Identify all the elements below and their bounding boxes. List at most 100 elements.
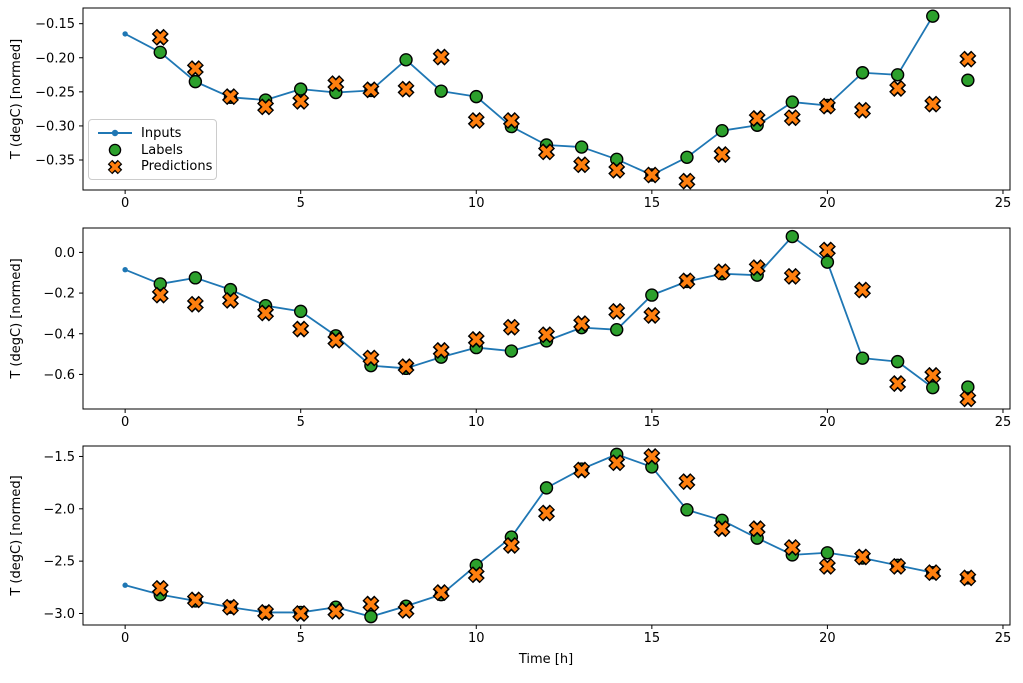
x-tick-label: 0 [121,415,129,430]
x-tick-label: 0 [121,631,129,646]
labels-point [785,95,799,109]
y-axis-label: T (degC) [normed] [9,475,24,596]
labels-point [785,229,799,244]
labels-point [961,73,975,87]
predictions-point [188,593,202,607]
predictions-point [364,83,378,97]
labels-point [294,304,308,319]
predictions-point [961,52,975,66]
predictions-point [820,243,834,257]
predictions-point [469,568,483,582]
x-tick-label: 5 [297,631,305,646]
x-tick-label: 0 [121,196,129,211]
labels-point [434,84,448,98]
y-tick-label: −2.0 [43,502,75,517]
x-tick-label: 5 [297,415,305,430]
predictions-point [294,607,308,620]
predictions-point [856,550,870,564]
labels-point [188,271,203,285]
labels-point [610,322,624,337]
predictions-point [750,522,764,536]
predictions-point [610,304,624,318]
predictions-point [715,148,729,162]
predictions-point [223,600,237,614]
predictions-point [153,581,167,595]
labels-point [820,546,835,560]
y-tick-label: −1.5 [43,450,75,465]
predictions-marker-icon [107,159,123,174]
predictions-point [540,506,553,520]
predictions-point [645,449,659,463]
predictions-point [785,111,799,125]
labels-point [680,503,694,517]
subplot-top-axes: 0 5 10 15 20 25 −0.15 −0.20 −0.25 −0.30 −0.35 T (de… [9,7,1011,211]
predictions-point [364,351,378,365]
predictions-point [259,605,273,619]
labels-point [399,53,413,67]
x-axis-label: Time [h] [518,652,573,667]
predictions-point [188,62,202,76]
predictions-point [680,274,694,288]
x-tick-label: 20 [819,196,836,211]
predictions-point [504,113,518,127]
predictions-point [785,541,799,555]
x-tick-label: 25 [995,415,1012,430]
labels-point [574,140,589,154]
y-tick-label: −0.25 [35,85,75,100]
predictions-point [926,368,940,382]
predictions-point [926,97,940,111]
legend-item-labels: Labels [96,142,208,159]
legend-label-inputs: Inputs [141,125,182,141]
x-tick-label: 10 [468,631,485,646]
predictions-point [259,306,273,320]
x-tick-label: 15 [644,415,661,430]
predictions-point [820,99,834,113]
labels-point [680,150,694,164]
predictions-point [715,265,729,279]
predictions-point [329,604,343,618]
labels-point [364,609,378,624]
labels-point [153,45,167,60]
predictions-point [891,377,905,391]
labels-point [926,9,940,23]
predictions-point [504,538,518,552]
labels-point [855,351,870,365]
labels-point [715,123,729,138]
labels-point [294,82,308,96]
y-tick-label: −2.5 [43,555,75,570]
labels-point [926,380,940,395]
axes-frame [82,7,1011,191]
legend-label-labels: Labels [141,142,183,158]
predictions-point [610,163,624,177]
y-axis-label: T (degC) [normed] [9,258,24,379]
x-tick-label: 20 [819,631,836,646]
predictions-point [680,174,694,188]
x-tick-label: 10 [468,196,485,211]
y-tick-label: −0.6 [43,368,75,383]
y-tick-label: −3.0 [43,607,75,622]
predictions-point [434,586,448,600]
predictions-point [504,320,518,334]
predictions-point [188,297,202,311]
predictions-point [926,566,940,580]
labels-point [469,89,483,104]
predictions-point [610,456,624,470]
predictions-point [540,328,553,342]
inputs-point [122,31,128,37]
legend-item-inputs: Inputs [96,125,208,142]
predictions-point [364,597,378,611]
predictions-point [294,322,308,336]
predictions-point [856,103,870,117]
inputs-line [124,235,934,389]
predictions-point [329,77,343,91]
predictions-point [575,158,589,172]
labels-point [890,68,905,82]
inputs-point [122,582,128,588]
predictions-point [891,81,905,95]
legend-label-predictions: Predictions [141,159,213,175]
labels-point [539,481,554,495]
predictions-point [259,100,273,114]
axes-frame [82,227,1011,410]
